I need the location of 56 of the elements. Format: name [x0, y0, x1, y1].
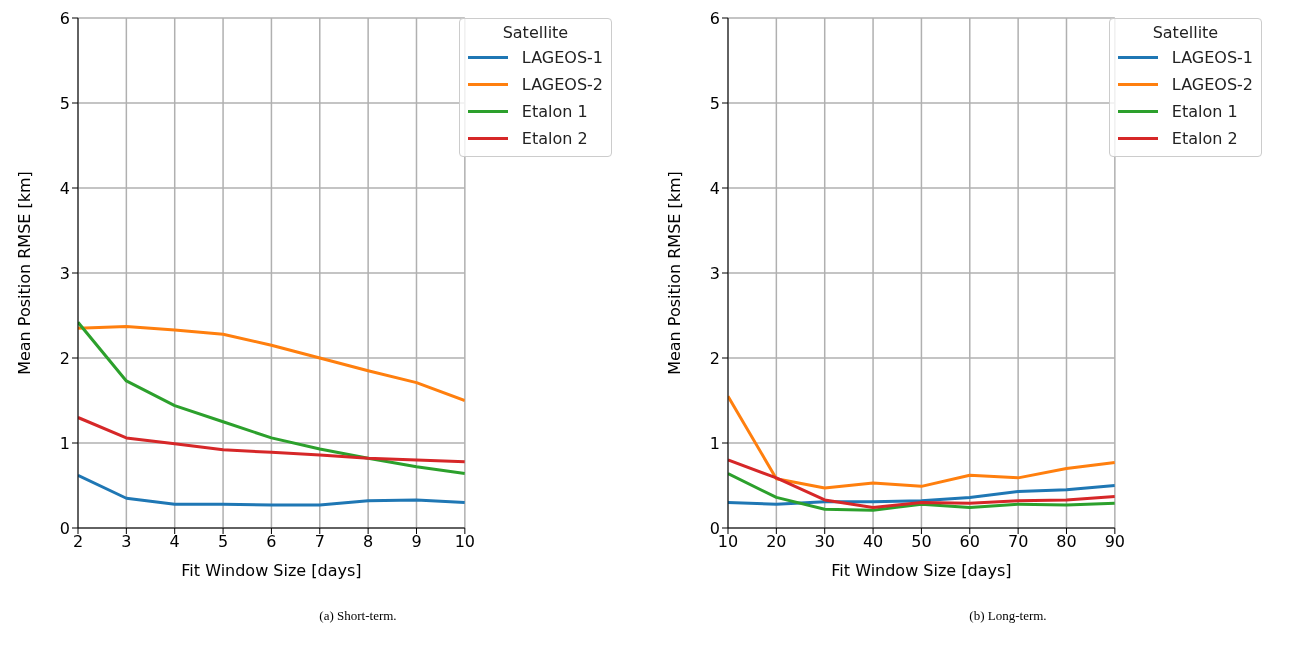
- text: (b) Long-term.: [968, 608, 1048, 624]
- x-tick-label: 70: [1007, 532, 1029, 552]
- x-tick-label: 7: [314, 532, 325, 552]
- y-tick-label: 6: [59, 8, 70, 28]
- line-series: [728, 484, 1115, 506]
- y-tick-label: 1: [709, 433, 720, 453]
- x-tick-label: 4: [169, 532, 180, 552]
- legend-label: LAGEOS-1: [521, 48, 603, 67]
- x-tick-label: 90: [1104, 532, 1126, 552]
- x-tick-label: 30: [814, 532, 835, 552]
- x-tick-label: 80: [1056, 532, 1077, 552]
- y-tick-label: 0: [709, 518, 720, 538]
- y-tick-label: 2: [59, 348, 70, 368]
- legend-label: LAGEOS-1: [1171, 48, 1253, 67]
- x-tick-label: 20: [766, 532, 787, 552]
- line-series: [78, 325, 465, 402]
- line-series: [78, 416, 465, 464]
- legend-label: Etalon 1: [1171, 102, 1238, 121]
- legend-label: Etalon 1: [521, 102, 588, 121]
- y-tick-label: 2: [709, 348, 720, 368]
- y-axis-title: Mean Position RMSE [km]: [14, 171, 34, 375]
- x-tick-label: 9: [411, 532, 422, 552]
- line-series: [728, 458, 1115, 510]
- y-tick-label: 6: [709, 8, 720, 28]
- x-tick-label: 10: [454, 532, 476, 552]
- y-tick-label: 0: [59, 518, 70, 538]
- legend-label: LAGEOS-2: [521, 75, 603, 94]
- line-series: [728, 394, 1115, 490]
- x-tick-label: 8: [363, 532, 374, 552]
- y-tick-label: 3: [59, 263, 70, 283]
- x-tick-label: 50: [911, 532, 932, 552]
- x-tick-label: 3: [121, 532, 132, 552]
- legend-label: Etalon 2: [1171, 129, 1238, 148]
- text: (a) Short-term.: [318, 608, 398, 624]
- x-tick-label: 6: [266, 532, 277, 552]
- y-tick-label: 3: [709, 263, 720, 283]
- line-series: [78, 320, 465, 476]
- x-axis-title: Fit Window Size [days]: [831, 561, 1012, 580]
- y-tick-label: 4: [709, 178, 720, 198]
- y-tick-label: 4: [59, 178, 70, 198]
- line-series: [728, 472, 1115, 512]
- y-axis-title: Mean Position RMSE [km]: [664, 171, 684, 375]
- x-tick-label: 10: [717, 532, 739, 552]
- y-tick-label: 1: [59, 433, 70, 453]
- legend-label: LAGEOS-2: [1171, 75, 1253, 94]
- x-tick-label: 2: [72, 532, 84, 552]
- x-axis-title: Fit Window Size [days]: [181, 561, 362, 580]
- line-series: [78, 473, 465, 507]
- x-tick-label: 5: [217, 532, 229, 552]
- y-tick-label: 5: [59, 93, 70, 113]
- x-tick-label: 40: [862, 532, 884, 552]
- legend-label: Etalon 2: [521, 129, 588, 148]
- legend-title: Satellite: [1151, 23, 1220, 42]
- x-tick-label: 60: [959, 532, 980, 552]
- legend-title: Satellite: [501, 23, 570, 42]
- y-tick-label: 5: [709, 93, 720, 113]
